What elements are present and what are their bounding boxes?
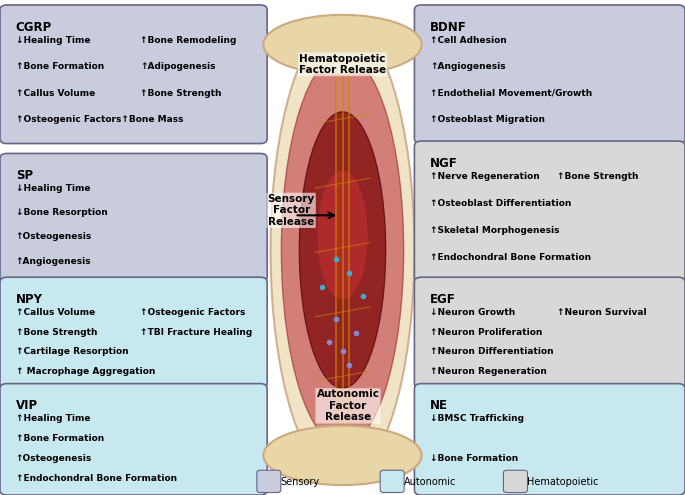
Text: Sensory: Sensory (281, 477, 320, 487)
Text: ↑Healing Time: ↑Healing Time (16, 414, 90, 423)
FancyBboxPatch shape (0, 277, 267, 389)
Text: SP: SP (16, 169, 33, 182)
Text: ↓BMSC Trafficking: ↓BMSC Trafficking (430, 414, 524, 423)
Text: ↑Angiogenesis: ↑Angiogenesis (430, 62, 506, 71)
Ellipse shape (271, 20, 414, 480)
Text: ↑Nerve Regeneration: ↑Nerve Regeneration (430, 172, 540, 181)
FancyBboxPatch shape (257, 470, 281, 493)
Ellipse shape (263, 15, 421, 74)
Text: ↑Bone Formation: ↑Bone Formation (16, 62, 104, 71)
Text: ↑Osteogenesis: ↑Osteogenesis (16, 454, 92, 463)
Text: ↑Bone Strength: ↑Bone Strength (16, 328, 97, 337)
Text: ↓Bone Resorption: ↓Bone Resorption (16, 208, 108, 217)
Text: Sensory
Factor
Release: Sensory Factor Release (268, 194, 314, 227)
Text: ↑Endochondral Bone Formation: ↑Endochondral Bone Formation (430, 253, 591, 262)
Text: Hematopoietic
Factor Release: Hematopoietic Factor Release (299, 53, 386, 75)
Text: ↑Osteogenesis: ↑Osteogenesis (16, 233, 92, 242)
FancyBboxPatch shape (414, 5, 685, 144)
Text: ↑Osteoblast Differentiation: ↑Osteoblast Differentiation (430, 199, 571, 208)
Text: ↑Skeletal Morphogenesis: ↑Skeletal Morphogenesis (430, 226, 560, 235)
Text: NE: NE (430, 399, 448, 412)
Ellipse shape (299, 112, 386, 388)
Text: ↑Bone Remodeling: ↑Bone Remodeling (140, 36, 237, 45)
Text: VIP: VIP (16, 399, 38, 412)
Ellipse shape (282, 54, 403, 446)
Text: ↑Bone Strength: ↑Bone Strength (556, 172, 638, 181)
Text: ↓Neuron Growth: ↓Neuron Growth (430, 308, 515, 317)
Text: ↑Neuron Differentiation: ↑Neuron Differentiation (430, 347, 553, 356)
FancyBboxPatch shape (503, 470, 527, 493)
Ellipse shape (317, 171, 368, 299)
Text: CGRP: CGRP (16, 21, 52, 34)
FancyBboxPatch shape (380, 470, 404, 493)
Text: ↓Bone Formation: ↓Bone Formation (430, 454, 519, 463)
Text: ↑Neuron Proliferation: ↑Neuron Proliferation (430, 328, 543, 337)
Text: Autonomic: Autonomic (404, 477, 456, 487)
Text: ↑Osteogenic Factors: ↑Osteogenic Factors (140, 308, 246, 317)
Ellipse shape (263, 426, 421, 485)
FancyBboxPatch shape (0, 5, 267, 144)
Text: ↑Adipogenesis: ↑Adipogenesis (140, 62, 216, 71)
Text: ↓Healing Time: ↓Healing Time (16, 36, 90, 45)
Text: ↑Cell Adhesion: ↑Cell Adhesion (430, 36, 507, 45)
Text: ↑Osteoblast Migration: ↑Osteoblast Migration (430, 115, 545, 124)
FancyBboxPatch shape (0, 384, 267, 495)
Text: ↑Callus Volume: ↑Callus Volume (16, 308, 95, 317)
Text: ↑Callus Volume: ↑Callus Volume (16, 89, 95, 98)
Text: ↑Neuron Regeneration: ↑Neuron Regeneration (430, 367, 547, 376)
Text: EGF: EGF (430, 293, 456, 306)
Text: NPY: NPY (16, 293, 42, 306)
FancyBboxPatch shape (414, 384, 685, 495)
Text: ↑ Macrophage Aggregation: ↑ Macrophage Aggregation (16, 367, 155, 376)
Text: ↑Angiogenesis: ↑Angiogenesis (16, 256, 91, 265)
Text: ↑Neuron Survival: ↑Neuron Survival (556, 308, 646, 317)
Text: Hematopoietic: Hematopoietic (527, 477, 599, 487)
Text: ↑Osteogenic Factors↑Bone Mass: ↑Osteogenic Factors↑Bone Mass (16, 115, 184, 124)
Text: Autonomic
Factor
Release: Autonomic Factor Release (316, 389, 379, 423)
Text: ↑TBI Fracture Healing: ↑TBI Fracture Healing (140, 328, 253, 337)
Text: BDNF: BDNF (430, 21, 467, 34)
Text: ↑Bone Formation: ↑Bone Formation (16, 434, 104, 443)
Text: ↓Healing Time: ↓Healing Time (16, 184, 90, 193)
Text: ↑Bone Strength: ↑Bone Strength (140, 89, 222, 98)
FancyBboxPatch shape (414, 277, 685, 389)
Text: ↑Endochondral Bone Formation: ↑Endochondral Bone Formation (16, 474, 177, 483)
Text: ↑Endothelial Movement/Growth: ↑Endothelial Movement/Growth (430, 89, 593, 98)
Text: NGF: NGF (430, 157, 458, 170)
Text: ↑Cartilage Resorption: ↑Cartilage Resorption (16, 347, 128, 356)
FancyBboxPatch shape (414, 141, 685, 282)
FancyBboxPatch shape (0, 153, 267, 282)
